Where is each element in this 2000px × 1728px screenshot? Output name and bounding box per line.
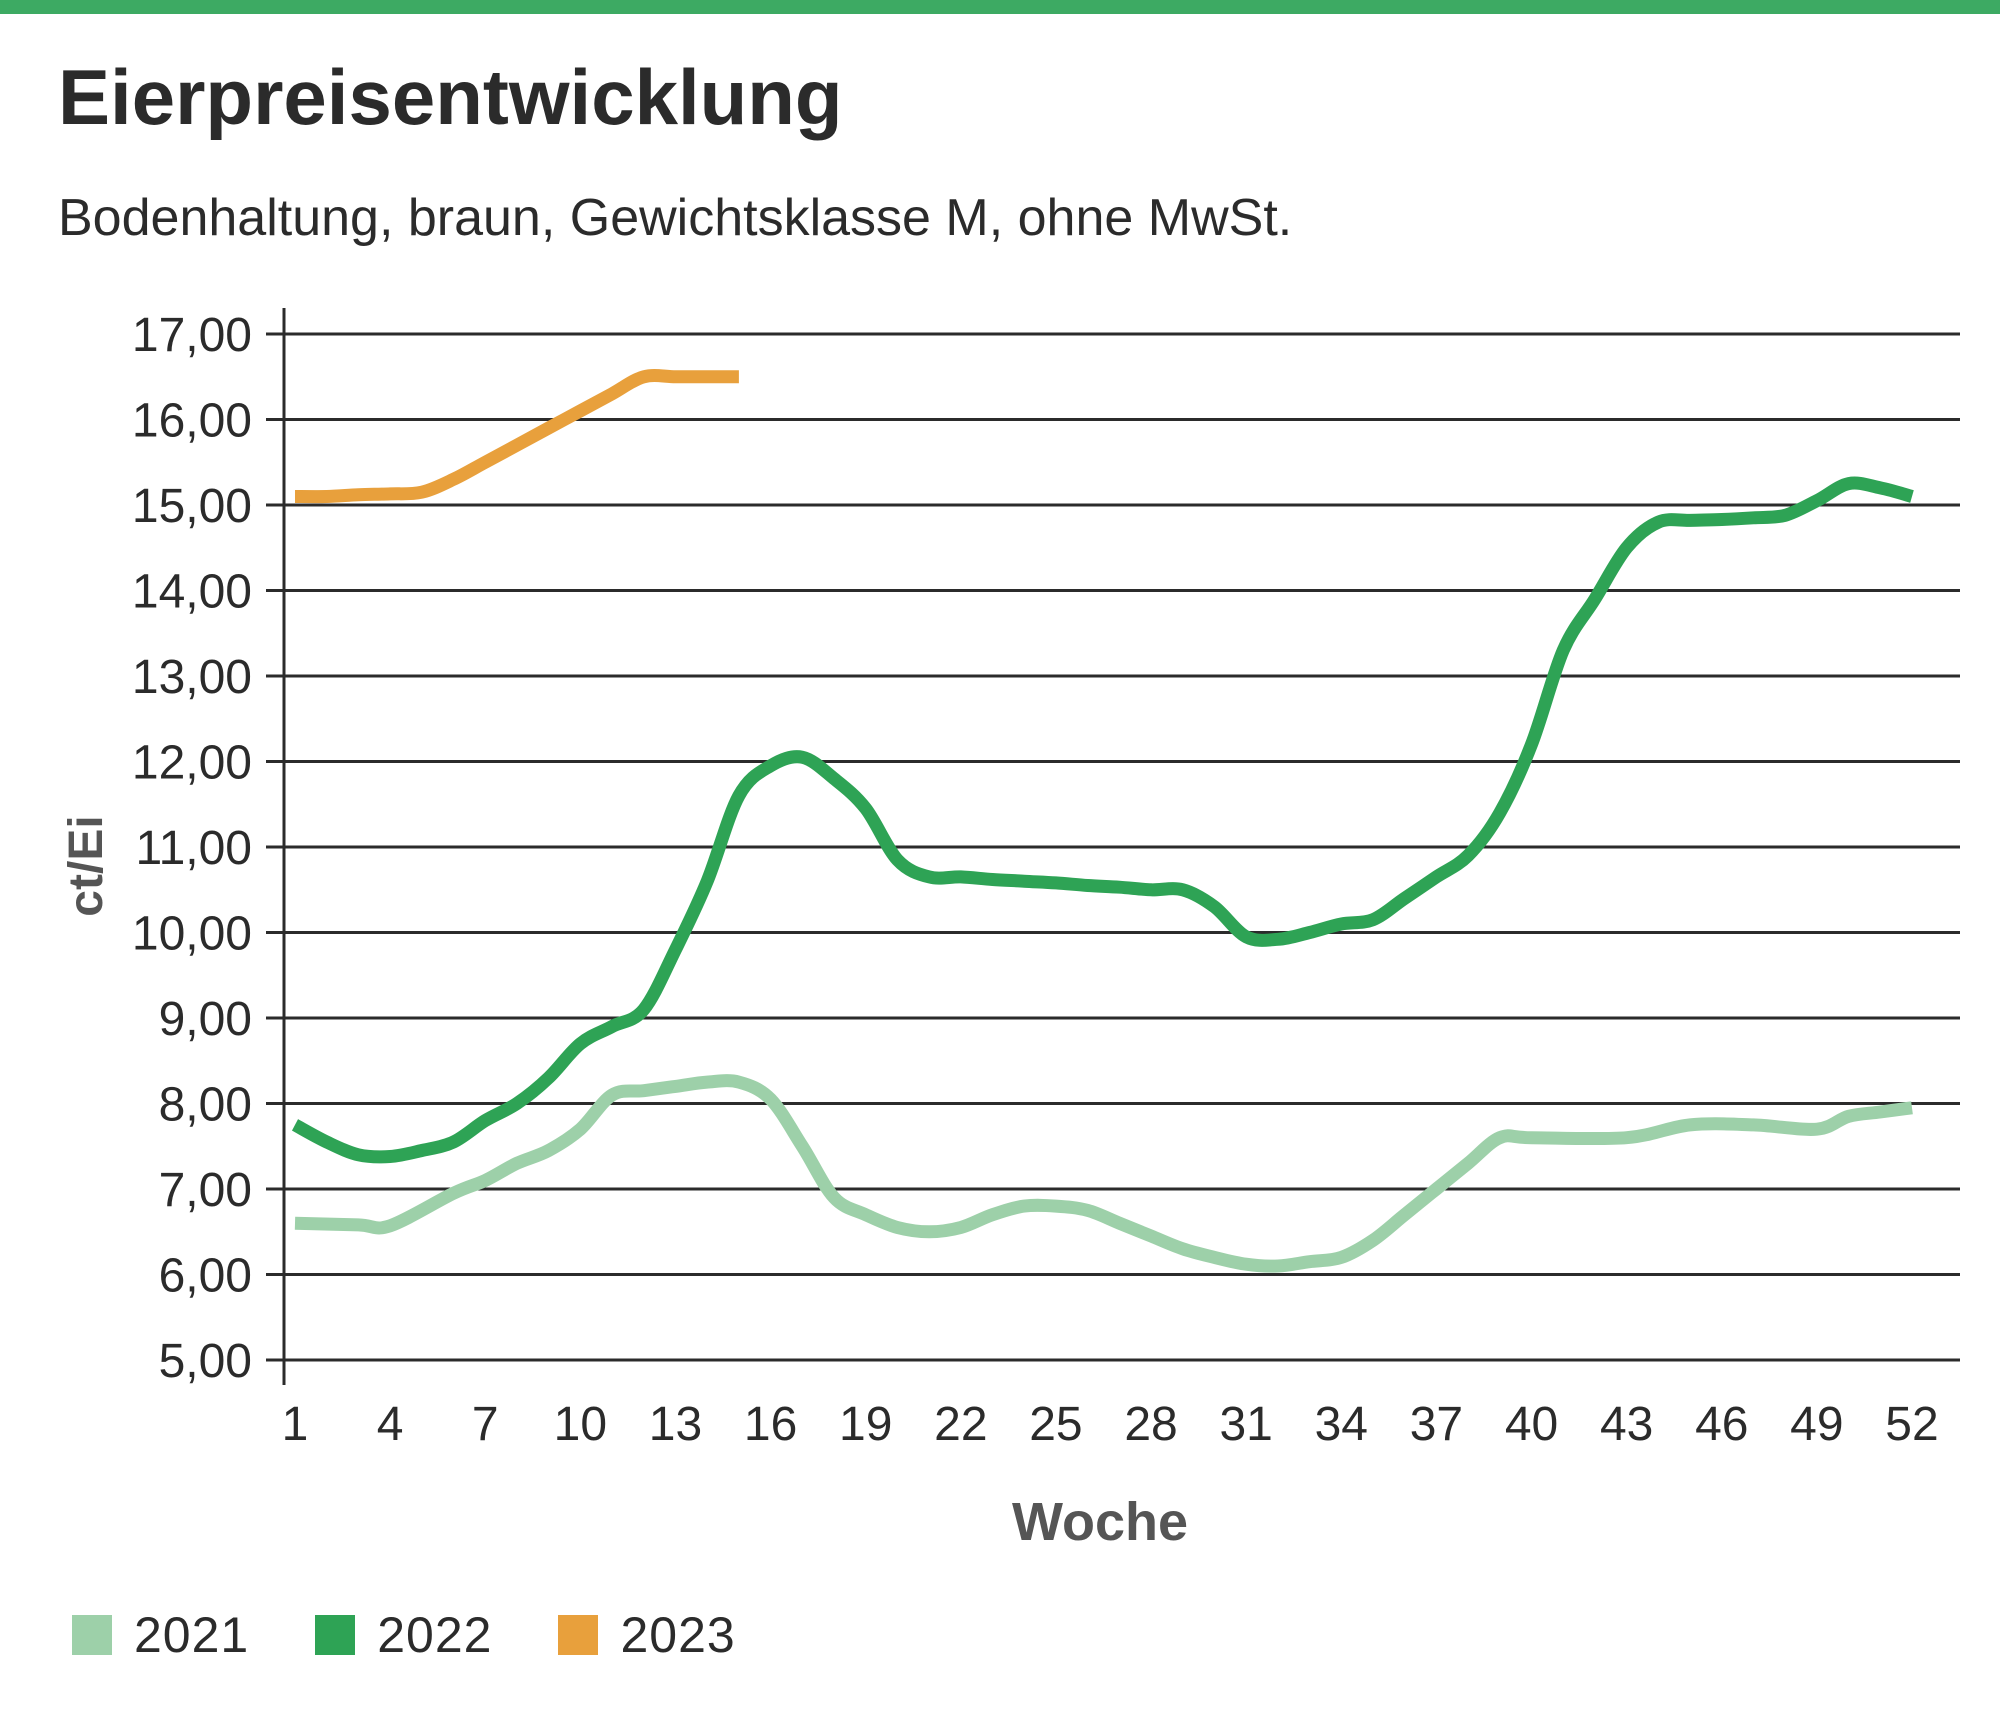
x-tick-label: 46: [1695, 1398, 1748, 1451]
x-tick-label: 19: [839, 1398, 892, 1451]
y-tick-label: 9,00: [159, 993, 252, 1046]
y-tick-label: 5,00: [159, 1335, 252, 1388]
legend-label-2023: 2023: [620, 1607, 736, 1663]
y-tick-label: 11,00: [135, 822, 252, 875]
x-tick-label: 28: [1124, 1398, 1177, 1451]
x-tick-label: 40: [1505, 1398, 1558, 1451]
x-tick-label: 43: [1600, 1398, 1653, 1451]
y-tick-label: 15,00: [132, 480, 252, 533]
series-line-2022: [291, 476, 1914, 1164]
y-tick-label: 13,00: [132, 651, 252, 704]
legend-label-2021: 2021: [134, 1607, 250, 1663]
chart-subtitle: Bodenhaltung, braun, Gewichtsklasse M, o…: [58, 189, 1293, 247]
x-tick-label: 1: [282, 1398, 309, 1451]
axis-layer: 5,00 6,00 7,00 8,00 9,00 10,00 11,00 12,00 13,00…: [132, 308, 1939, 1451]
legend-label-2022: 2022: [377, 1607, 493, 1663]
x-tick-label: 34: [1315, 1398, 1368, 1451]
x-tick-label: 49: [1790, 1398, 1843, 1451]
legend-item-2022: 2022: [315, 1606, 492, 1664]
x-tick-label: 25: [1029, 1398, 1082, 1451]
y-tick-label: 12,00: [132, 737, 252, 790]
y-tick-label: 7,00: [159, 1164, 252, 1217]
y-tick-label: 10,00: [132, 908, 252, 961]
x-tick-label: 52: [1885, 1398, 1938, 1451]
legend: 2021 2022 2023: [72, 1600, 802, 1670]
legend-swatch-2023: [558, 1615, 599, 1655]
x-tick-label: 10: [554, 1398, 607, 1451]
x-tick-label: 22: [934, 1398, 987, 1451]
legend-item-2021: 2021: [72, 1606, 249, 1664]
x-axis-label: Woche: [1012, 1492, 1188, 1552]
series-line-2021: [294, 1074, 1913, 1273]
top-accent-bar: [0, 0, 2000, 14]
y-tick-label: 14,00: [132, 566, 252, 619]
x-tick-label: 4: [377, 1398, 404, 1451]
legend-swatch-2022: [315, 1615, 356, 1655]
grid-layer: [284, 332, 1960, 1362]
x-tick-label: 31: [1219, 1398, 1272, 1451]
y-tick-label: 16,00: [132, 395, 252, 448]
legend-swatch-2021: [72, 1615, 112, 1655]
chart-title: Eierpreisentwicklung: [58, 53, 843, 141]
y-tick-label: 8,00: [159, 1079, 252, 1132]
x-tick-label: 13: [649, 1398, 702, 1451]
x-tick-label: 7: [472, 1398, 499, 1451]
series-line-2023: [294, 369, 739, 504]
y-tick-label: 6,00: [159, 1250, 252, 1303]
x-tick-label: 37: [1410, 1398, 1463, 1451]
legend-item-2023: 2023: [558, 1606, 735, 1664]
series-layer: [291, 369, 1914, 1273]
x-tick-label: 16: [744, 1398, 797, 1451]
y-axis-label: ct/Ei: [60, 815, 113, 916]
y-tick-label: 17,00: [132, 309, 252, 362]
